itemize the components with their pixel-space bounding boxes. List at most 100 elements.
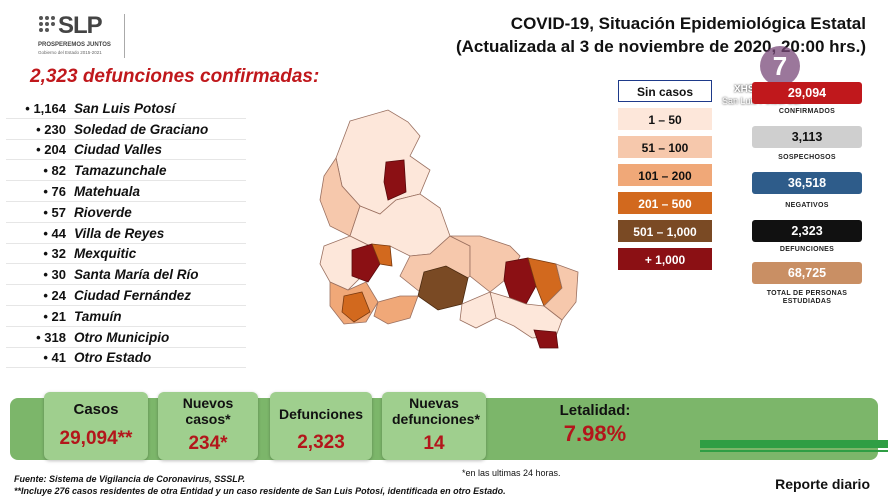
death-count: • 21	[43, 308, 66, 324]
death-count: • 44	[43, 225, 66, 241]
decorative-green-bar	[700, 440, 888, 448]
card-nuevas-defunciones: Nuevas defunciones* 14	[382, 392, 486, 460]
stat-defunciones-label: DEFUNCIONES	[779, 246, 835, 253]
list-item: • 24 Ciudad Fernández	[6, 285, 306, 306]
list-item: • 57 Rioverde	[6, 202, 306, 223]
map-region-slp-capital	[351, 243, 381, 283]
list-item: • 82 Tamazunchale	[6, 160, 306, 182]
legend-51-100: 51 – 100	[618, 136, 712, 158]
card-defunciones: Defunciones 2,323	[270, 392, 372, 460]
list-item: • 1,164 San Luis Potosí	[6, 98, 306, 119]
card-casos-value: 29,094**	[59, 428, 133, 449]
map-region-soledad	[371, 243, 393, 267]
card-nuevos-casos-label: Nuevos casos*	[182, 395, 234, 427]
death-count: • 82	[43, 163, 66, 179]
list-item: • 30 Santa María del Río	[6, 264, 306, 286]
list-item: • 204 Ciudad Valles	[6, 140, 306, 161]
card-nuevos-casos-value: 234*	[188, 433, 228, 454]
death-count: • 76	[43, 184, 66, 200]
stat-sospechosos-label: SOSPECHOSOS	[778, 154, 836, 161]
letalidad-label: Letalidad:	[559, 402, 631, 419]
logo-dots-icon	[39, 16, 55, 32]
card-nuevas-defunciones-label: Nuevas defunciones*	[392, 395, 480, 427]
card-nuevos-casos: Nuevos casos* 234*	[158, 392, 258, 460]
municipality-name: Tamuín	[74, 308, 122, 324]
list-item: • 76 Matehuala	[6, 181, 306, 202]
deaths-list: • 1,164 San Luis Potosí • 230 Soledad de G…	[6, 98, 306, 369]
logo-divider	[124, 14, 125, 58]
list-item: • 41 Otro Estado	[6, 348, 306, 369]
logo-slogan: PROSPEREMOS JUNTOS	[38, 42, 111, 48]
cases-note: **Incluye 276 casos residentes de otra E…	[14, 486, 506, 496]
legend-501-1000: 501 – 1,000	[618, 220, 712, 242]
stat-negativos-value: 36,518	[752, 172, 862, 194]
list-item: • 21 Tamuín	[6, 306, 306, 327]
municipality-name: Rioverde	[74, 204, 132, 220]
card-defunciones-value: 2,323	[297, 432, 345, 453]
municipality-name: Otro Municipio	[74, 329, 170, 345]
logo-word: SLP	[58, 12, 103, 39]
municipality-name: San Luis Potosí	[74, 100, 176, 116]
municipality-name: Matehuala	[74, 184, 141, 200]
map-region-huasteca-south	[489, 291, 563, 339]
deaths-heading: 2,323 defunciones confirmadas:	[30, 66, 320, 87]
municipality-name: Villa de Reyes	[74, 225, 165, 241]
channel-number: 7	[773, 51, 787, 81]
page-subtitle: (Actualizada al 3 de noviembre de 2020, …	[455, 37, 866, 56]
municipality-name: Mexquitic	[74, 246, 137, 262]
card-casos: Casos 29,094**	[44, 392, 148, 460]
legend-201-500: 201 – 500	[618, 192, 712, 214]
source-note: Fuente: Sistema de Vigilancia de Coronav…	[14, 474, 246, 484]
state-map	[319, 109, 579, 349]
decorative-green-line	[700, 450, 888, 452]
municipality-name: Otro Estado	[74, 350, 152, 366]
card-nuevas-defunciones-value: 14	[423, 433, 445, 454]
card-casos-label: Casos	[73, 401, 119, 418]
slp-logo: SLP PROSPEREMOS JUNTOS Gobierno del Esta…	[36, 12, 116, 58]
death-count: • 57	[43, 204, 66, 220]
stat-total-label: TOTAL DE PERSONAS ESTUDIADAS	[766, 290, 848, 305]
death-count: • 30	[43, 267, 66, 283]
death-count: • 41	[43, 350, 66, 366]
map-region-east-small	[459, 291, 497, 329]
map-region-tamazunchale	[533, 329, 559, 349]
letalidad-value: 7.98%	[563, 421, 627, 446]
stat-confirmados-label: CONFIRMADOS	[778, 108, 836, 115]
death-count: • 204	[36, 142, 66, 158]
stat-negativos-label: NEGATIVOS	[785, 202, 829, 209]
map-region-villa-reyes	[341, 291, 371, 323]
death-count: • 230	[36, 121, 66, 137]
letalidad-panel: Letalidad: 7.98%	[500, 398, 690, 460]
card-defunciones-label: Defunciones	[278, 406, 363, 422]
municipality-name: Tamazunchale	[74, 163, 167, 179]
list-item: • 32 Mexquitic	[6, 244, 306, 265]
report-label: Reporte diario	[775, 476, 870, 492]
map-region-santa-maria	[373, 295, 419, 325]
stat-sospechosos-value: 3,113	[752, 126, 862, 148]
page-title: COVID-19, Situación Epidemiológica Estat…	[510, 14, 866, 33]
last-24h-note: *en las ultimas 24 horas.	[462, 468, 561, 478]
legend-plus-1000: + 1,000	[618, 248, 712, 270]
map-region-matehuala	[383, 159, 407, 201]
stat-confirmados-value: 29,094	[752, 82, 862, 104]
municipality-name: Soledad de Graciano	[74, 121, 209, 137]
legend-sin-casos: Sin casos	[618, 80, 712, 102]
list-item: • 230 Soledad de Graciano	[6, 119, 306, 140]
death-count: • 24	[43, 288, 66, 304]
death-count: • 318	[36, 329, 66, 345]
legend-1-50: 1 – 50	[618, 108, 712, 130]
map-region-center-north	[319, 156, 361, 237]
municipality-name: Santa María del Río	[74, 267, 199, 283]
municipality-name: Ciudad Fernández	[74, 288, 192, 304]
legend-101-200: 101 – 200	[618, 164, 712, 186]
municipality-name: Ciudad Valles	[74, 142, 163, 158]
channel-7-icon: 7	[760, 46, 800, 86]
logo-government: Gobierno del Estado 2015-2021	[38, 50, 102, 55]
stat-defunciones-value: 2,323	[752, 220, 862, 242]
death-count: • 32	[43, 246, 66, 262]
list-item: • 318 Otro Municipio	[6, 327, 306, 348]
channel-name: XHSLV	[734, 84, 767, 95]
stat-total-value: 68,725	[752, 262, 862, 284]
list-item: • 44 Villa de Reyes	[6, 223, 306, 244]
death-count: • 1,164	[25, 100, 66, 116]
